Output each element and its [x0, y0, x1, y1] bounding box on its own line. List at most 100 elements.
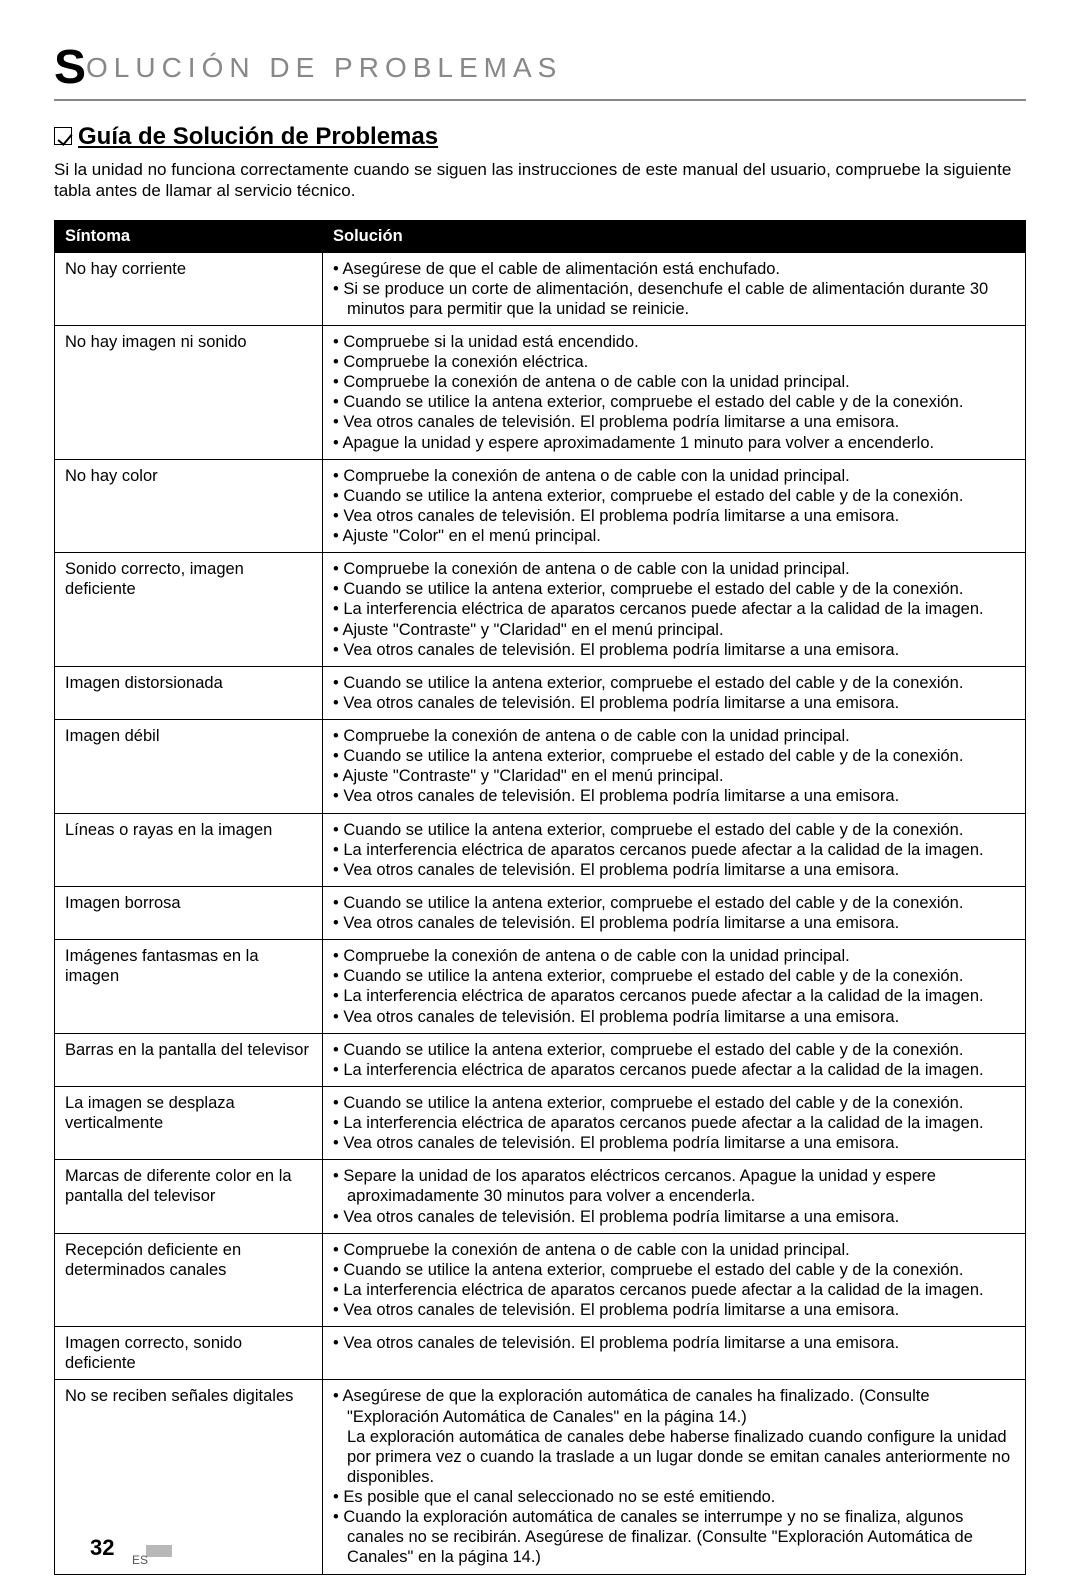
solution-line: • Separe la unidad de los aparatos eléct…: [333, 1166, 1015, 1206]
solution-cell: • Cuando se utilice la antena exterior, …: [323, 813, 1026, 886]
solution-line: • La interferencia eléctrica de aparatos…: [333, 986, 1015, 1006]
solution-line: • La interferencia eléctrica de aparatos…: [333, 599, 1015, 619]
symptom-cell: Barras en la pantalla del televisor: [55, 1033, 323, 1086]
table-row: Líneas o rayas en la imagen • Cuando se u…: [55, 813, 1026, 886]
solution-line: • Cuando se utilice la antena exterior, …: [333, 1260, 1015, 1280]
table-row: Imagen distorsionada • Cuando se utilice …: [55, 666, 1026, 719]
solution-cell: • Compruebe la conexión de antena o de c…: [323, 940, 1026, 1034]
solution-line: • Compruebe la conexión de antena o de c…: [333, 1240, 1015, 1260]
solution-line: • Cuando se utilice la antena exterior, …: [333, 673, 1015, 693]
troubleshooting-table: Síntoma Solución No hay corriente• Asegú…: [54, 220, 1026, 1575]
solution-line: • La interferencia eléctrica de aparatos…: [333, 1113, 1015, 1133]
table-row: No hay color • Compruebe la conexión de a…: [55, 459, 1026, 553]
solution-line: • La interferencia eléctrica de aparatos…: [333, 1280, 1015, 1300]
solution-line: • Cuando se utilice la antena exterior, …: [333, 893, 1015, 913]
section-header-rest: OLUCIÓN DE PROBLEMAS: [86, 52, 562, 83]
symptom-cell: Sonido correcto, imagen deficiente: [55, 553, 323, 667]
solution-cell: • Compruebe la conexión de antena o de c…: [323, 720, 1026, 814]
solution-cell: • Compruebe la conexión de antena o de c…: [323, 1233, 1026, 1327]
solution-line: • Vea otros canales de televisión. El pr…: [333, 786, 1015, 806]
solution-line: • Compruebe la conexión de antena o de c…: [333, 466, 1015, 486]
solution-cell: • Vea otros canales de televisión. El pr…: [323, 1327, 1026, 1380]
solution-line: • Compruebe si la unidad está encendido.: [333, 332, 1015, 352]
symptom-cell: Imagen borrosa: [55, 886, 323, 939]
col-header-solution: Solución: [323, 220, 1026, 252]
col-header-symptom: Síntoma: [55, 220, 323, 252]
solution-line: • Compruebe la conexión eléctrica.: [333, 352, 1015, 372]
table-row: No hay corriente• Asegúrese de que el ca…: [55, 252, 1026, 325]
solution-line: • Vea otros canales de televisión. El pr…: [333, 1207, 1015, 1227]
solution-line: • Asegúrese de que la exploración automá…: [333, 1386, 1015, 1426]
symptom-cell: Imagen distorsionada: [55, 666, 323, 719]
solution-line: • Vea otros canales de televisión. El pr…: [333, 1133, 1015, 1153]
solution-line: • Ajuste "Color" en el menú principal.: [333, 526, 1015, 546]
solution-cell: • Asegúrese de que el cable de alimentac…: [323, 252, 1026, 325]
symptom-cell: Imagen débil: [55, 720, 323, 814]
solution-cell: • Compruebe si la unidad está encendido.…: [323, 325, 1026, 459]
solution-line: • Ajuste "Contraste" y "Claridad" en el …: [333, 620, 1015, 640]
solution-line: • Apague la unidad y espere aproximadame…: [333, 433, 1015, 453]
solution-line: • Compruebe la conexión de antena o de c…: [333, 946, 1015, 966]
solution-line: • Compruebe la conexión de antena o de c…: [333, 559, 1015, 579]
solution-cell: • Cuando se utilice la antena exterior, …: [323, 886, 1026, 939]
solution-line: • La interferencia eléctrica de aparatos…: [333, 1060, 1015, 1080]
solution-line: • La interferencia eléctrica de aparatos…: [333, 840, 1015, 860]
table-header-row: Síntoma Solución: [55, 220, 1026, 252]
solution-line: • Es posible que el canal seleccionado n…: [333, 1487, 1015, 1507]
solution-line: • Cuando se utilice la antena exterior, …: [333, 579, 1015, 599]
solution-line: • Cuando se utilice la antena exterior, …: [333, 820, 1015, 840]
solution-line: • Compruebe la conexión de antena o de c…: [333, 372, 1015, 392]
page-number: 32: [90, 1535, 114, 1561]
intro-text: Si la unidad no funciona correctamente c…: [54, 159, 1026, 202]
solution-line: • Vea otros canales de televisión. El pr…: [333, 1007, 1015, 1027]
solution-line: • Vea otros canales de televisión. El pr…: [333, 1300, 1015, 1320]
solution-cell: • Cuando se utilice la antena exterior, …: [323, 1086, 1026, 1159]
solution-line: La exploración automática de canales deb…: [333, 1427, 1015, 1487]
solution-line: • Vea otros canales de televisión. El pr…: [333, 693, 1015, 713]
symptom-cell: Imágenes fantasmas en la imagen: [55, 940, 323, 1034]
solution-line: • Cuando se utilice la antena exterior, …: [333, 746, 1015, 766]
symptom-cell: La imagen se desplaza verticalmente: [55, 1086, 323, 1159]
symptom-cell: Líneas o rayas en la imagen: [55, 813, 323, 886]
section-header: SOLUCIÓN DE PROBLEMAS: [54, 40, 1026, 101]
solution-line: • Cuando la exploración automática de ca…: [333, 1507, 1015, 1567]
solution-cell: • Compruebe la conexión de antena o de c…: [323, 459, 1026, 553]
solution-line: • Ajuste "Contraste" y "Claridad" en el …: [333, 766, 1015, 786]
table-row: Recepción deficiente en determinados can…: [55, 1233, 1026, 1327]
symptom-cell: Imagen correcto, sonido deficiente: [55, 1327, 323, 1380]
checkbox-icon: [54, 127, 72, 145]
table-row: No se reciben señales digitales• Asegúre…: [55, 1380, 1026, 1574]
solution-line: • Cuando se utilice la antena exterior, …: [333, 966, 1015, 986]
symptom-cell: Recepción deficiente en determinados can…: [55, 1233, 323, 1327]
solution-line: • Vea otros canales de televisión. El pr…: [333, 640, 1015, 660]
solution-cell: • Cuando se utilice la antena exterior, …: [323, 666, 1026, 719]
solution-line: • Vea otros canales de televisión. El pr…: [333, 506, 1015, 526]
solution-line: • Cuando se utilice la antena exterior, …: [333, 392, 1015, 412]
solution-line: • Cuando se utilice la antena exterior, …: [333, 1040, 1015, 1060]
table-row: Sonido correcto, imagen deficiente • Comp…: [55, 553, 1026, 667]
symptom-cell: Marcas de diferente color en la pantalla…: [55, 1160, 323, 1233]
table-row: Imagen borrosa • Cuando se utilice la ant…: [55, 886, 1026, 939]
solution-line: • Vea otros canales de televisión. El pr…: [333, 913, 1015, 933]
page: SOLUCIÓN DE PROBLEMAS Guía de Solución d…: [54, 40, 1026, 1575]
section-header-initial: S: [54, 41, 86, 94]
table-row: La imagen se desplaza verticalmente • Cua…: [55, 1086, 1026, 1159]
solution-line: • Cuando se utilice la antena exterior, …: [333, 486, 1015, 506]
table-row: Imagen débil • Compruebe la conexión de a…: [55, 720, 1026, 814]
guide-title: Guía de Solución de Problemas: [54, 123, 1026, 151]
solution-line: • Vea otros canales de televisión. El pr…: [333, 412, 1015, 432]
symptom-cell: No hay imagen ni sonido: [55, 325, 323, 459]
solution-line: • Asegúrese de que el cable de alimentac…: [333, 259, 1015, 279]
solution-line: • Compruebe la conexión de antena o de c…: [333, 726, 1015, 746]
table-row: Imágenes fantasmas en la imagen • Comprue…: [55, 940, 1026, 1034]
solution-cell: • Asegúrese de que la exploración automá…: [323, 1380, 1026, 1574]
guide-title-text: Guía de Solución de Problemas: [78, 123, 438, 150]
symptom-cell: No hay color: [55, 459, 323, 553]
solution-cell: • Compruebe la conexión de antena o de c…: [323, 553, 1026, 667]
table-row: Barras en la pantalla del televisor • Cua…: [55, 1033, 1026, 1086]
solution-line: • Cuando se utilice la antena exterior, …: [333, 1093, 1015, 1113]
page-tab-decoration: [146, 1545, 172, 1557]
solution-cell: • Cuando se utilice la antena exterior, …: [323, 1033, 1026, 1086]
table-row: No hay imagen ni sonido• Compruebe si la…: [55, 325, 1026, 459]
solution-cell: • Separe la unidad de los aparatos eléct…: [323, 1160, 1026, 1233]
